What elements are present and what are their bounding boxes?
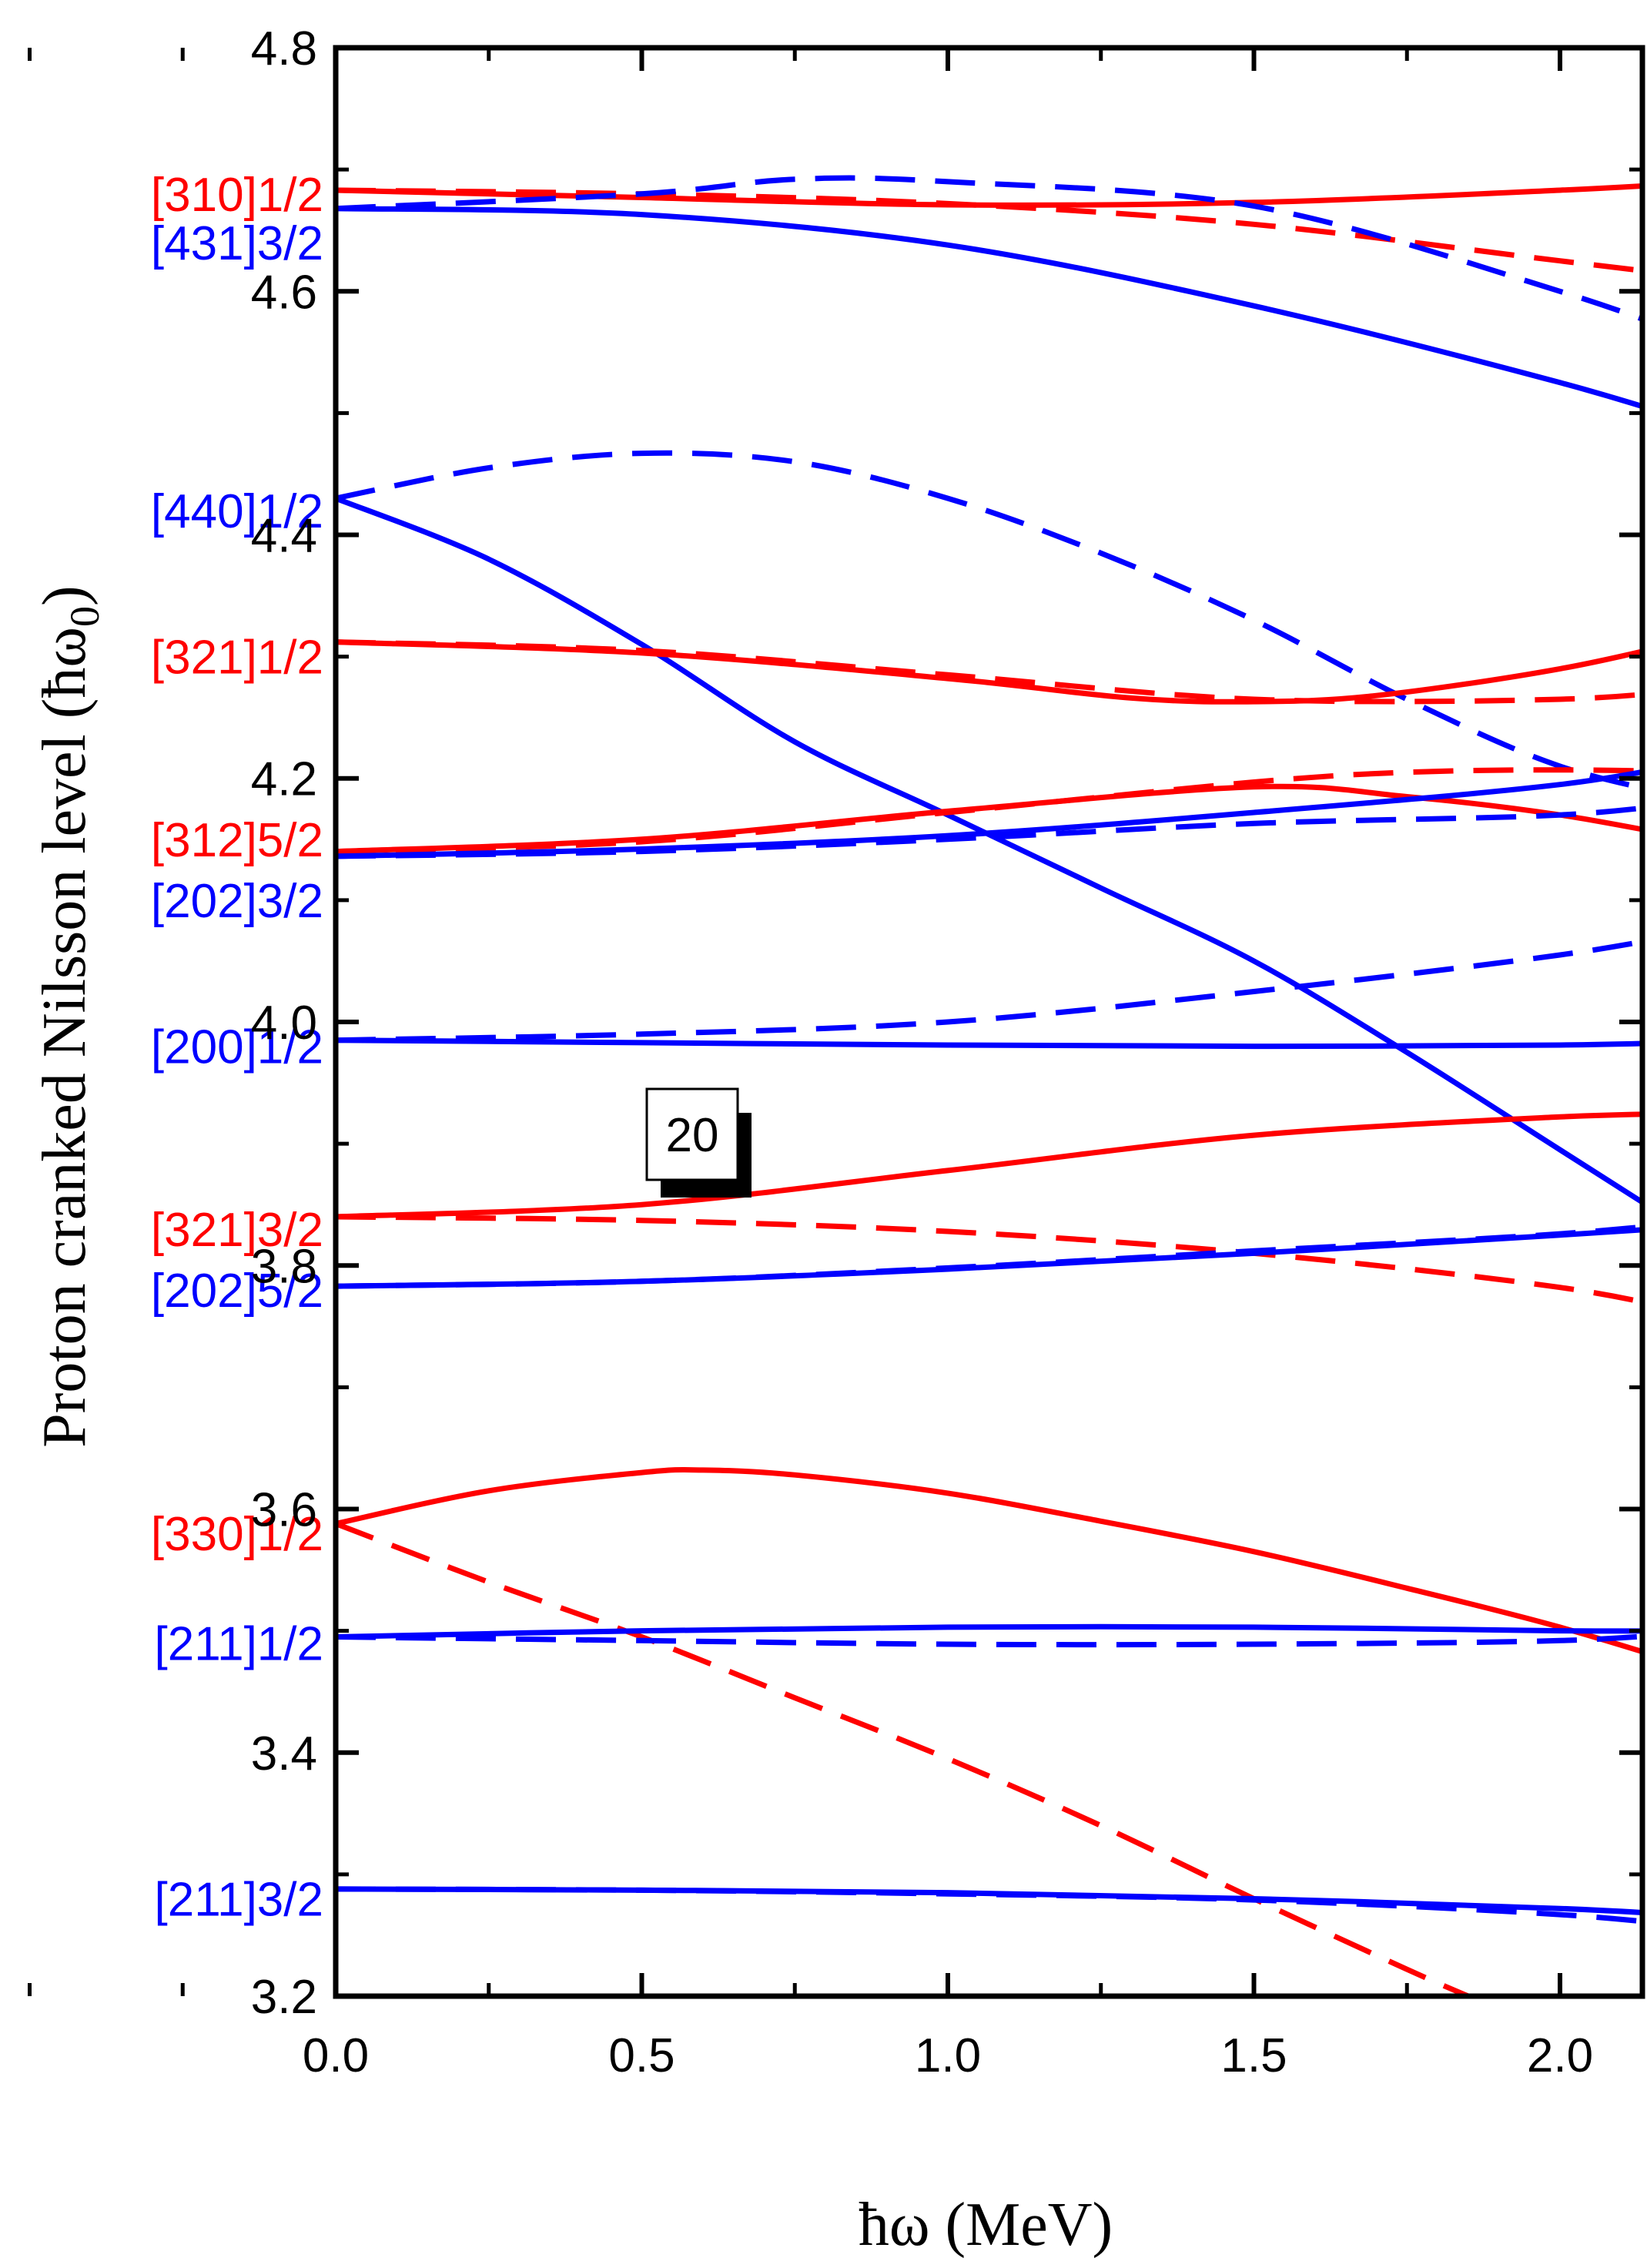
axes-layer: 3.2 3.4 3.6 3.8 4.0 4.2 4.4 4.6 4.8 0.0 0.5 1.0 1.5 2… — [28, 22, 1645, 2082]
y-axis-title-sub: 0 — [62, 606, 108, 627]
level-label-9: [202]5/2 — [151, 1265, 323, 1318]
y-tick-label: 4.2 — [251, 753, 317, 806]
x-tick-label: 1.5 — [1220, 2029, 1287, 2082]
level-label-4: [321]1/2 — [151, 631, 323, 685]
annotation-text: 20 — [666, 1109, 719, 1162]
level-label-8: [321]3/2 — [151, 1204, 323, 1257]
level-label-7: [200]1/2 — [151, 1021, 323, 1074]
series-line-13 — [336, 1037, 1642, 1050]
series-line-24 — [336, 1886, 1642, 1925]
series-line-8 — [336, 639, 1642, 705]
level-label-2: [431]3/2 — [151, 217, 323, 270]
x-axis-title: ħω (MeV) — [859, 2191, 1113, 2259]
x-tick-label: 0.0 — [303, 2029, 369, 2082]
series-line-21 — [336, 1623, 1642, 1640]
plot-frame — [333, 45, 1645, 1999]
series-line-18 — [336, 1224, 1642, 1289]
y-tick-label: 4.8 — [251, 22, 317, 75]
series-layer — [336, 175, 1642, 1996]
x-tick-label: 1.0 — [915, 2029, 981, 2082]
series-line-14 — [336, 939, 1642, 1044]
series-line-22 — [336, 1633, 1642, 1648]
series-line-2 — [336, 187, 1642, 274]
level-label-11: [211]1/2 — [155, 1617, 323, 1670]
y-axis-title-main: Proton cranked Nilsson level (ħω — [31, 627, 99, 1448]
series-line-20 — [336, 1521, 1470, 1996]
labels-layer: [310]1/2[431]3/2 [440]1/2 [321]1/2 [312]5/2… — [151, 169, 323, 1927]
y-tick-label: 4.0 — [251, 997, 317, 1050]
y-tick-label: 4.6 — [251, 266, 317, 319]
annotation-frame — [645, 1087, 739, 1181]
level-label-10: [330]1/2 — [151, 1508, 323, 1561]
y-axis-title-close: ) — [31, 585, 99, 606]
series-line-16 — [336, 1214, 1642, 1305]
y-tick-label: 3.2 — [251, 1971, 317, 2024]
series-line-6 — [336, 450, 1642, 791]
annotation-box: 20 — [645, 1087, 752, 1198]
x-tick-label: 2.0 — [1527, 2029, 1593, 2082]
level-label-1: [310]1/2 — [151, 169, 323, 222]
series-line-17 — [336, 1227, 1642, 1289]
level-label-3: [440]1/2 — [151, 485, 323, 538]
series-line-4 — [336, 175, 1642, 323]
level-label-12: [211]3/2 — [155, 1874, 323, 1927]
y-axis-title: Proton cranked Nilsson level (ħω0) — [31, 585, 108, 1447]
level-label-5: [312]5/2 — [151, 814, 323, 867]
series-line-5 — [336, 495, 1642, 1206]
series-line-23 — [336, 1886, 1642, 1915]
level-label-6: [202]3/2 — [151, 875, 323, 928]
y-tick-label: 4.4 — [251, 510, 317, 563]
y-tick-label: 3.6 — [251, 1484, 317, 1537]
series-line-19 — [336, 1467, 1642, 1655]
series-line-12 — [336, 805, 1642, 859]
series-line-15 — [336, 1111, 1642, 1220]
y-tick-label: 3.4 — [251, 1727, 317, 1781]
series-line-10 — [336, 767, 1642, 855]
series-line-9 — [336, 783, 1642, 855]
y-tick-label: 3.8 — [251, 1240, 317, 1293]
x-tick-label: 0.5 — [608, 2029, 675, 2082]
series-line-3 — [336, 206, 1642, 410]
